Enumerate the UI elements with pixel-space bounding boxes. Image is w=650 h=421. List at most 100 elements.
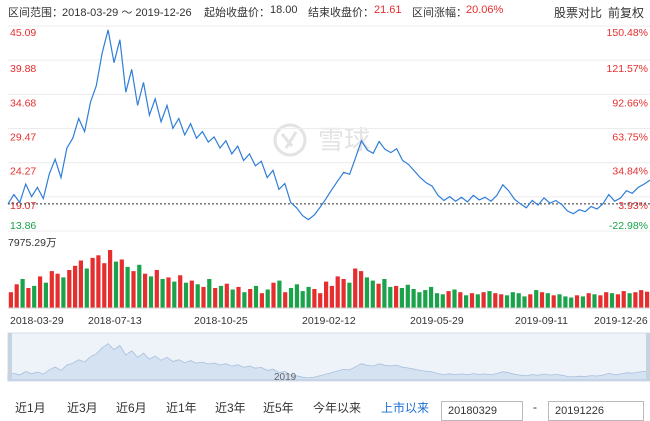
range-tab[interactable]: 今年以来	[313, 401, 362, 415]
volume-bar	[108, 250, 113, 308]
navigator-right-handle[interactable]	[646, 333, 650, 381]
y-tick-right: -22.98%	[609, 220, 648, 232]
price-gridlines	[8, 25, 650, 232]
volume-max-label: 7975.29万	[8, 237, 56, 249]
right-percent-axis: 150.48% 121.57% 92.66% 63.75% 34.84% 3.93% -22…	[607, 27, 648, 232]
volume-bar	[569, 297, 574, 308]
volume-bar	[487, 291, 492, 308]
volume-bar	[26, 288, 31, 308]
volume-bar	[335, 276, 340, 308]
left-price-axis: 45.09 39.88 34.68 29.47 24.27 19.07 13.86	[10, 27, 36, 232]
range-tab[interactable]: 近6月	[116, 401, 147, 415]
volume-bar	[248, 289, 253, 308]
x-tick-label: 2019-09-11	[515, 315, 568, 327]
volume-bar	[318, 293, 323, 308]
volume-bar	[160, 279, 165, 308]
navigator-left-handle[interactable]	[8, 333, 12, 381]
volume-bar	[417, 292, 422, 308]
volume-bar	[102, 263, 107, 308]
range-tab[interactable]: 近3年	[215, 401, 246, 415]
volume-bar	[645, 291, 650, 308]
volume-bar	[183, 282, 189, 308]
volume-bar	[464, 295, 469, 308]
volume-bar	[522, 296, 527, 308]
volume-bar	[633, 292, 638, 308]
volume-bar	[434, 293, 440, 308]
volume-bar	[545, 293, 550, 308]
y-tick-right: 3.93%	[618, 200, 648, 212]
volume-bar	[376, 283, 381, 308]
x-tick-label: 2018-03-29	[10, 315, 64, 327]
volume-bar	[20, 279, 25, 308]
volume-bar	[429, 286, 434, 308]
volume-bar	[446, 291, 451, 308]
volume-bar	[253, 285, 259, 308]
start-close-value: 18.00	[270, 4, 298, 16]
volume-bar	[236, 286, 241, 308]
volume-bar	[586, 293, 591, 308]
volume-bar	[399, 288, 404, 308]
volume-bar	[131, 271, 136, 308]
navigator-year-label: 2019	[274, 372, 297, 383]
xueqiu-logo-icon	[273, 123, 307, 157]
y-tick-right: 150.48%	[607, 27, 648, 39]
range-tab[interactable]: 上市以来	[381, 401, 430, 415]
change-value: 20.06%	[466, 4, 504, 16]
volume-bar	[154, 270, 159, 308]
x-tick-label: 2018-07-13	[88, 315, 142, 327]
range-label: 区间范围：	[8, 7, 63, 19]
volume-bar	[73, 265, 78, 308]
volume-bar	[359, 271, 364, 308]
range-tab[interactable]: 近1月	[15, 401, 46, 415]
volume-bar	[475, 294, 480, 308]
volume-bar	[300, 291, 305, 308]
volume-bar	[504, 295, 510, 308]
range-tab[interactable]: 近3月	[67, 401, 98, 415]
adjust-button[interactable]: 前复权	[608, 6, 645, 20]
volume-bar	[32, 285, 37, 308]
volume-bar	[242, 292, 247, 308]
stock-chart: 45.09 39.88 34.68 29.47 24.27 19.07 13.86 150.…	[7, 25, 650, 383]
volume-bar	[312, 289, 317, 308]
range-tab[interactable]: 近5年	[263, 401, 294, 415]
volume-bar	[67, 270, 72, 308]
y-tick-left: 45.09	[10, 27, 36, 39]
end-date-input[interactable]: 20191226	[548, 401, 644, 421]
volume-bar	[394, 285, 399, 308]
volume-bar	[148, 276, 154, 308]
range-value: 2018-03-29 ～ 2019-12-26	[62, 7, 192, 19]
volume-bar	[55, 273, 60, 308]
y-tick-left: 34.68	[10, 97, 36, 109]
volume-bar	[493, 293, 498, 308]
range-tab[interactable]: 近1年	[166, 401, 197, 415]
volume-bar	[143, 273, 148, 308]
x-tick-label: 2019-05-29	[410, 315, 464, 327]
range-tabs: 近1月 近3月 近6月 近1年 近3年 近5年 今年以来 上市以来	[0, 396, 650, 419]
volume-bar	[213, 288, 218, 308]
change-label: 区间涨幅：	[412, 7, 467, 19]
volume-bar	[411, 289, 416, 308]
volume-bar	[592, 294, 597, 308]
start-date-input[interactable]: 20180329	[441, 401, 523, 421]
volume-bar	[271, 282, 276, 308]
volume-bar	[43, 282, 48, 308]
volume-bar	[534, 290, 539, 308]
volume-bar	[195, 284, 200, 308]
y-tick-left: 24.27	[10, 166, 36, 178]
navigator-area	[7, 343, 650, 381]
volume-bar	[615, 294, 620, 308]
volume-bar	[283, 292, 288, 308]
volume-bar	[288, 288, 294, 308]
range-navigator[interactable]: 2019	[7, 332, 650, 383]
volume-bar	[61, 277, 66, 308]
volume-bar	[627, 293, 632, 308]
volume-bar	[189, 280, 194, 308]
volume-bar	[172, 281, 177, 308]
volume-bar	[207, 279, 212, 308]
volume-bar	[119, 259, 124, 308]
volume-bar	[84, 268, 89, 308]
stock-compare-button[interactable]: 股票对比	[554, 6, 603, 20]
volume-bar	[423, 290, 428, 308]
x-axis-labels: 2018-03-29 2018-07-13 2018-10-25 2019-02-12…	[10, 315, 648, 327]
volume-bar	[224, 283, 229, 308]
